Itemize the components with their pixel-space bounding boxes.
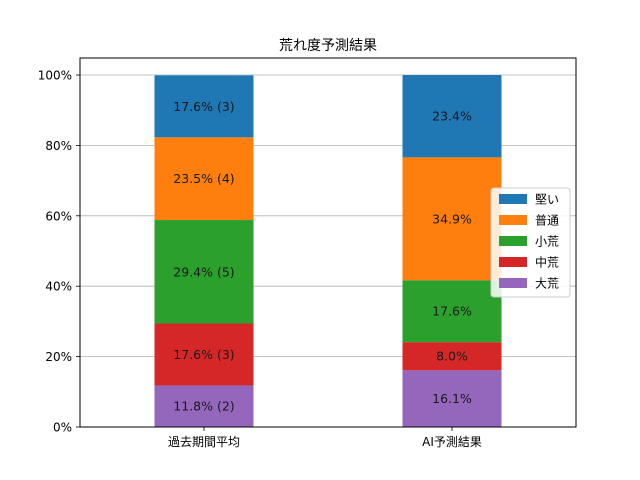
legend-swatch [499, 236, 527, 246]
bar-labels: 11.8% (2) 17.6% (3) 29.4% (5) 23.5% (4) 17.6… [173, 99, 472, 414]
y-tick-label: 40% [45, 280, 72, 294]
data-label: 17.6% (3) [173, 347, 234, 362]
y-tick-label: 100% [38, 69, 72, 83]
bar-segment [154, 75, 254, 138]
legend-label: 大荒 [535, 277, 559, 291]
legend-swatch [499, 278, 527, 288]
data-label: 17.6% (3) [173, 99, 234, 114]
legend-swatch [499, 215, 527, 225]
bar-segment [154, 137, 254, 221]
bar-segment [402, 370, 502, 427]
x-tick-label: 過去期間平均 [168, 435, 240, 449]
legend-swatch [499, 194, 527, 204]
bar-segment [402, 75, 502, 158]
legend-label: 普通 [535, 214, 559, 228]
data-label: 8.0% [436, 349, 468, 364]
legend-label: 小荒 [535, 235, 559, 249]
y-tick-label: 60% [45, 209, 72, 223]
y-axis: 0% 20% 40% 60% 80% 100% [38, 69, 80, 435]
data-label: 17.6% [432, 304, 472, 319]
bar-segment [402, 157, 502, 281]
x-tick-label: AI予測結果 [422, 435, 482, 449]
data-label: 23.5% (4) [173, 171, 234, 186]
plot-frame [79, 57, 577, 428]
chart-title: 荒れ度予測結果 [279, 38, 377, 54]
legend-swatch [499, 257, 527, 267]
bar-segment [154, 385, 254, 427]
data-label: 29.4% (5) [173, 264, 234, 279]
data-label: 11.8% (2) [173, 399, 234, 414]
y-tick-label: 0% [53, 421, 72, 435]
bar-segment [402, 342, 502, 371]
legend-label: 中荒 [535, 255, 559, 270]
bar-segment [154, 220, 254, 324]
bars [154, 75, 502, 427]
y-tick-label: 20% [45, 350, 72, 364]
data-label: 16.1% [432, 391, 472, 406]
legend-label: 堅い [535, 193, 559, 207]
data-label: 34.9% [432, 211, 472, 226]
x-axis: 過去期間平均 AI予測結果 [168, 427, 482, 449]
bar-segment [154, 323, 254, 386]
y-tick-label: 80% [45, 139, 72, 153]
data-label: 23.4% [432, 109, 472, 124]
bar-segment [402, 280, 502, 343]
